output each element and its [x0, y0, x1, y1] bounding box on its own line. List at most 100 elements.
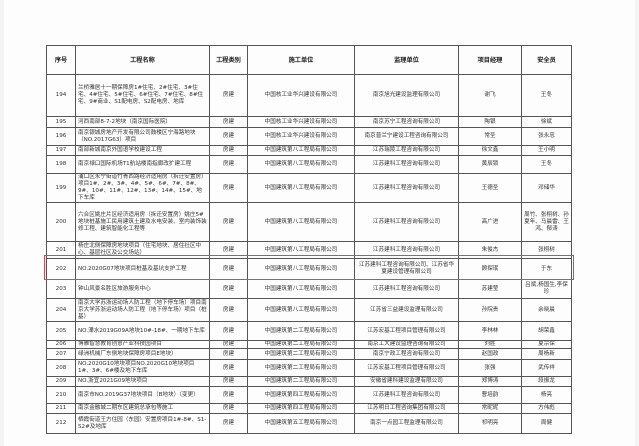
cell-index: 206 — [46, 340, 76, 349]
cell-supervisor: 江苏瑞陵工程咨询有限公司 — [354, 145, 459, 156]
cell-index: 210 — [46, 386, 76, 404]
cell-category: 房建 — [209, 258, 248, 280]
cell-safety-officer: 张永忠 — [521, 127, 572, 146]
cell-index: 202 — [46, 258, 76, 280]
cell-supervisor: 江苏明日工程咨询集团有限公司 — [354, 403, 459, 414]
cell-project-manager: 常昵昵 — [458, 403, 522, 414]
cell-contractor: 中国核工业华兴建设有限公司 — [247, 116, 355, 128]
cell-project-name: 钟山风景名胜区旅游服务中心 — [75, 279, 210, 299]
cell-project-name: 南京市NO.2019G37地块项目（B地块）（变更） — [75, 386, 210, 404]
cell-contractor: 中国建筑第二工程局有限公司 — [247, 321, 355, 341]
cell-supervisor: 江苏建科工程咨询有限公司 — [354, 279, 459, 299]
header-project-name: 工程名称 — [75, 45, 210, 75]
cell-index: 209 — [46, 376, 76, 387]
cell-project-name: 绿洲机械厂东侧地块保障房项目E地块） — [75, 348, 210, 360]
cell-safety-officer: 王小明 — [521, 145, 572, 156]
header-project-manager: 项目经理 — [458, 45, 522, 75]
cell-project-name: 六合区姚庄片区经济适用房（拆迁安置房）姚庄5#地块桩基施工民用建筑土建及水电安装… — [75, 202, 210, 242]
cell-category: 房建 — [209, 202, 248, 242]
cell-project-manager: 曹培韵 — [458, 386, 522, 404]
table-row: 211 南京金融城二期东区建筑总承包等施工 房建 中国建筑第四工程局有限公司 江苏明日工… — [46, 403, 572, 414]
cell-contractor: 中国建筑第八工程局有限公司 — [247, 241, 355, 259]
cell-safety-officer: 杨亮 — [521, 386, 572, 404]
cell-contractor: 中国建筑第八工程局有限公司 — [247, 298, 355, 322]
cell-safety-officer: 方伟彪 — [521, 403, 572, 414]
cell-index: 207 — [46, 348, 76, 360]
table-row: 195 河西南部8-7-2地块（南京国际医院） 房建 中国核工业华兴建设有限公司 南京苏… — [46, 116, 572, 128]
cell-index: 203 — [46, 279, 76, 299]
cell-category: 房建 — [209, 348, 248, 360]
cell-category: 房建 — [209, 74, 248, 117]
cell-category: 房建 — [209, 413, 248, 434]
cell-index: 204 — [46, 298, 76, 322]
header-index: 序号 — [46, 45, 76, 75]
table-row: 204 南京大学苏浙运动场人防工程（地下停车场）项目南京大学苏浙运动场人防工程（地… — [46, 298, 572, 322]
cell-safety-officer: 胡荣鑫 — [521, 321, 572, 341]
table-row: 199 浦口区永宁街道竹青西路经济适用房（拆迁安置房）项目1#、2#、3#、4#、… — [46, 173, 572, 203]
cell-category: 房建 — [209, 403, 248, 414]
cell-category: 房建 — [209, 155, 248, 174]
cell-index: 205 — [46, 321, 76, 341]
cell-project-manager: 祁明亮 — [458, 413, 522, 434]
cell-contractor: 中国建筑第八工程局有限公司 — [247, 202, 355, 242]
project-table: 序号 工程名称 工程类别 施工单位 监理单位 项目经理 安全员 194 兰桥雅居十… — [46, 45, 572, 434]
cell-index: 208 — [46, 359, 76, 377]
cell-safety-officer: 于东 — [521, 258, 572, 280]
cell-safety-officer: 余晓晨 — [521, 298, 572, 322]
cell-supervisor: 江苏建科工程咨询有限公司 — [354, 155, 459, 174]
cell-project-manager: 赵国政 — [458, 348, 522, 360]
cell-project-name: 栖霞街道王方住园（东园）安置房项目1#-8#、S1-S2#及地库 — [75, 413, 210, 434]
cell-supervisor: 江苏建科工程咨询有限公司、江苏省华夏建设管理有限公司 — [354, 258, 459, 280]
table-row: 210 南京市NO.2019G37地块项目（B地块）（变更） 房建 中国建筑第四工程局… — [46, 386, 572, 404]
cell-safety-officer: 周竹、张栩树、孙夏年、马晨雷、王鸿、郁涛 — [521, 202, 572, 242]
cell-project-manager: 郑博涛 — [458, 376, 522, 387]
table-row: 203 钟山风景名胜区旅游服务中心 房建 中国建筑第八工程局有限公司 江苏建科工程咨询有… — [46, 279, 572, 299]
cell-contractor: 中国建筑第八工程局有限公司 — [247, 155, 355, 174]
cell-project-name: 兰桥雅居十一期保障房1#住宅、2#住宅、3#住宅、4#住宅、5#住宅、6#住宅、… — [75, 74, 210, 117]
cell-project-manager: 高广进 — [458, 202, 522, 242]
table-row: 196 南京银城房地产开发有限公司鼓楼区宁海路地块（NO.2017G63）项目 房建… — [46, 127, 572, 146]
cell-contractor: 中国建筑第二工程局有限公司 — [247, 359, 355, 377]
cell-supervisor: 江苏建科工程咨询有限公司 — [354, 202, 459, 242]
cell-index: 212 — [46, 413, 76, 434]
cell-category: 房建 — [209, 127, 248, 146]
cell-supervisor: 南京工大建设监理咨询有限公司 — [354, 340, 459, 349]
cell-safety-officer: 夏宗保 — [521, 340, 572, 349]
cell-category: 房建 — [209, 376, 248, 387]
cell-project-manager: 孙院贵 — [458, 298, 522, 322]
cell-category: 房建 — [209, 116, 248, 128]
cell-category: 房建 — [209, 321, 248, 341]
cell-safety-officer: 周杨新 — [521, 348, 572, 360]
cell-safety-officer: 周健 — [521, 413, 572, 434]
cell-project-manager: 苏建莹 — [458, 279, 522, 299]
cell-safety-officer: 王冬 — [521, 155, 572, 174]
table-row: 202 NO.2020G07地块项目桩基及基坑支护工程 房建 中国建筑第八工程局有限公… — [46, 258, 572, 280]
table-row: 194 兰桥雅居十一期保障房1#住宅、2#住宅、3#住宅、4#住宅、5#住宅、6#… — [46, 74, 572, 117]
cell-project-name: 南京金融城二期东区建筑总承包等施工 — [75, 403, 210, 414]
cell-supervisor: 南京一点园工程监理有限公司 — [354, 413, 459, 434]
cell-category: 房建 — [209, 173, 248, 203]
cell-project-manager: 张强 — [458, 359, 522, 377]
cell-project-name: NO.2020G10地块项目NO.2020G10地块项目1#、3#、6#楼及地下… — [75, 359, 210, 377]
cell-project-manager: 谢飞 — [458, 74, 522, 117]
cell-supervisor: 江苏宏基工程项目管理有限公司 — [354, 321, 459, 341]
header-row: 序号 工程名称 工程类别 施工单位 监理单位 项目经理 安全员 — [46, 45, 572, 75]
cell-safety-officer: 王冬 — [521, 74, 572, 117]
cell-index: 196 — [46, 127, 76, 146]
cell-supervisor: 江苏建科工程咨询有限公司 — [354, 241, 459, 259]
cell-supervisor: 江苏建科工程咨询有限公司 — [354, 386, 459, 404]
cell-category: 房建 — [209, 241, 248, 259]
cell-category: 房建 — [209, 386, 248, 404]
cell-safety-officer: 武传祥 — [521, 359, 572, 377]
cell-contractor: 中国核工业华兴建设有限公司 — [247, 74, 355, 117]
cell-contractor: 中国建筑第八工程局有限公司 — [247, 258, 355, 280]
cell-project-manager: 黄辰锁 — [458, 155, 522, 174]
cell-index: 195 — [46, 116, 76, 128]
cell-project-manager: 徐文鑫 — [458, 145, 522, 156]
cell-project-name: NO.2020G07地块项目桩基及基坑支护工程 — [75, 258, 210, 280]
cell-project-name: 杨庄北侧保障房地块项目（住宅地块、居住社区中心、基层社区及公交场站） — [75, 241, 210, 259]
cell-project-name: 南京大学苏浙运动场人防工程（地下停车场）项目南京大学苏浙运动场人防工程（地下停车… — [75, 298, 210, 322]
cell-project-name: 博雅智慧教育创意产业科技园项目 — [75, 340, 210, 349]
cell-project-name: NO.浙宜2021G09地块项目 — [75, 376, 210, 387]
cell-index: 194 — [46, 74, 76, 117]
